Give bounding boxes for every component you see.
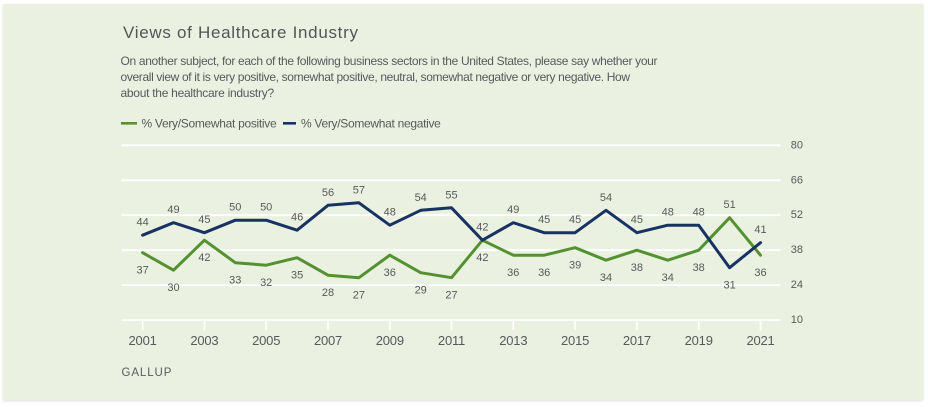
svg-text:29: 29 [415,285,427,297]
svg-text:54: 54 [415,192,427,204]
svg-text:66: 66 [791,174,803,186]
svg-text:50: 50 [229,202,241,214]
svg-text:39: 39 [569,260,581,272]
svg-text:33: 33 [229,275,241,287]
svg-text:27: 27 [353,290,365,302]
svg-text:% Very/Somewhat positive: % Very/Somewhat positive [142,117,277,131]
svg-text:56: 56 [322,187,334,199]
svg-text:36: 36 [754,267,766,279]
svg-text:34: 34 [662,272,674,284]
svg-text:49: 49 [167,204,179,216]
svg-text:37: 37 [136,265,148,277]
svg-text:51: 51 [723,199,735,211]
svg-text:35: 35 [291,270,303,282]
svg-text:36: 36 [384,267,396,279]
svg-text:80: 80 [791,139,803,151]
svg-text:38: 38 [693,262,705,274]
svg-text:45: 45 [198,214,210,226]
svg-text:45: 45 [631,214,643,226]
svg-text:2013: 2013 [499,333,527,348]
svg-text:2017: 2017 [623,333,651,348]
svg-text:52: 52 [791,209,803,221]
svg-text:38: 38 [631,262,643,274]
svg-text:48: 48 [693,207,705,219]
svg-text:38: 38 [791,244,803,256]
svg-text:54: 54 [600,192,612,204]
svg-text:10: 10 [791,314,803,326]
svg-text:36: 36 [538,267,550,279]
svg-text:46: 46 [291,212,303,224]
svg-text:48: 48 [384,207,396,219]
svg-text:% Very/Somewhat negative: % Very/Somewhat negative [301,117,441,131]
svg-text:42: 42 [476,252,488,264]
svg-text:48: 48 [662,207,674,219]
svg-text:28: 28 [322,287,334,299]
svg-text:49: 49 [507,204,519,216]
svg-text:44: 44 [136,217,148,229]
svg-text:2019: 2019 [685,333,713,348]
svg-text:34: 34 [600,272,612,284]
svg-text:36: 36 [507,267,519,279]
svg-text:41: 41 [754,224,766,236]
svg-text:2001: 2001 [129,333,157,348]
svg-text:45: 45 [538,214,550,226]
svg-text:2015: 2015 [561,333,589,348]
svg-text:42: 42 [198,252,210,264]
svg-text:32: 32 [260,277,272,289]
svg-text:55: 55 [445,189,457,201]
svg-text:31: 31 [723,280,735,292]
svg-text:2005: 2005 [252,333,280,348]
svg-text:42: 42 [476,222,488,234]
svg-text:2021: 2021 [746,333,774,348]
svg-text:27: 27 [445,290,457,302]
svg-text:2003: 2003 [190,333,218,348]
svg-text:2007: 2007 [314,333,342,348]
svg-text:2011: 2011 [438,333,465,348]
svg-text:57: 57 [353,184,365,196]
svg-text:45: 45 [569,214,581,226]
svg-text:2009: 2009 [376,333,404,348]
svg-text:24: 24 [791,279,803,291]
svg-text:30: 30 [167,282,179,294]
svg-text:50: 50 [260,202,272,214]
